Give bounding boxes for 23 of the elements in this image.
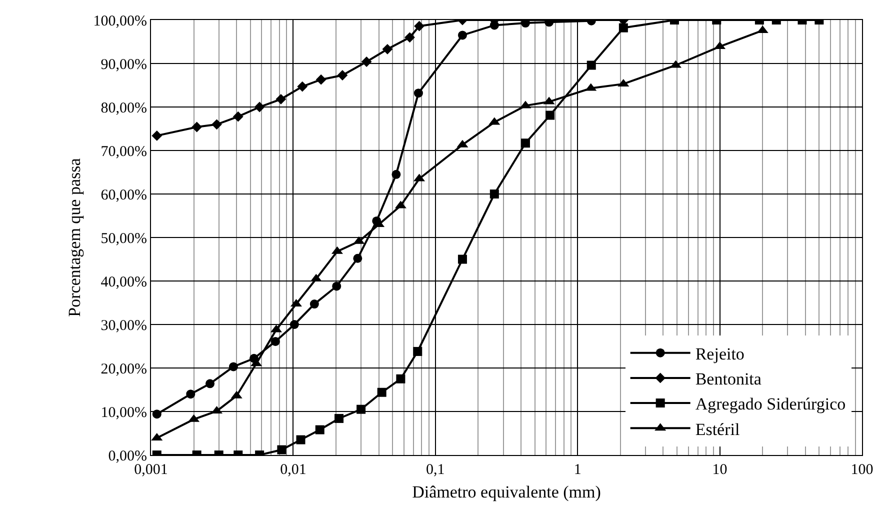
x-tick-label: 100 bbox=[850, 462, 874, 478]
x-tick-label: 0,001 bbox=[134, 462, 168, 478]
y-tick-label: 0,00% bbox=[108, 448, 147, 464]
legend-label: Estéril bbox=[695, 420, 740, 439]
x-tick-label: 0,1 bbox=[426, 462, 445, 478]
x-tick-label: 0,01 bbox=[280, 462, 306, 478]
legend-label: Bentonita bbox=[695, 370, 762, 389]
y-tick-label: 70,00% bbox=[100, 144, 147, 160]
x-axis-title: Diâmetro equivalente (mm) bbox=[412, 482, 601, 502]
y-tick-label: 20,00% bbox=[100, 361, 147, 378]
y-tick-label: 50,00% bbox=[100, 230, 147, 247]
y-tick-label: 10,00% bbox=[100, 404, 147, 421]
y-tick-label: 30,00% bbox=[100, 318, 147, 334]
y-tick-label: 90,00% bbox=[100, 56, 147, 73]
legend-label: Agregado Siderúrgico bbox=[695, 394, 846, 414]
x-tick-label: 10 bbox=[712, 462, 728, 478]
y-axis-title: Porcentagem que passa bbox=[64, 158, 84, 317]
y-tick-label: 60,00% bbox=[100, 187, 147, 204]
x-tick-label: 1 bbox=[574, 462, 582, 478]
y-tick-label: 40,00% bbox=[100, 274, 147, 290]
legend-label: Rejeito bbox=[695, 344, 744, 364]
y-tick-label: 100,00% bbox=[93, 13, 147, 30]
y-tick-label: 80,00% bbox=[100, 100, 147, 116]
